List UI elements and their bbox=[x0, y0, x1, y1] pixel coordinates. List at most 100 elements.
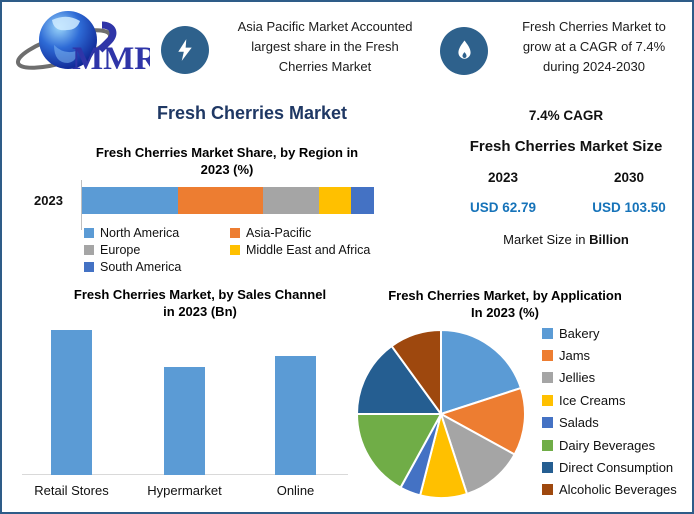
pie-slice-bakery bbox=[440, 329, 522, 415]
application-legend-item-alcoholic-beverages: Alcoholic Beverages bbox=[542, 479, 677, 501]
chart-title-line: Fresh Cherries Market, by Application bbox=[388, 288, 622, 303]
application-legend-item-dairy-beverages: Dairy Beverages bbox=[542, 434, 677, 456]
chart-title-line: Fresh Cherries Market Share, by Region i… bbox=[95, 145, 359, 160]
legend-label: Jellies bbox=[559, 370, 596, 386]
logo-text: MMR bbox=[72, 41, 150, 77]
legend-swatch bbox=[84, 262, 94, 272]
mmr-logo: MMR bbox=[15, 11, 150, 77]
chart-title-line: In 2023 (%) bbox=[471, 305, 539, 320]
sales-category-label: Retail Stores bbox=[34, 483, 109, 498]
callout-line: largest share in the Fresh bbox=[251, 39, 399, 54]
year-end: 2030 bbox=[613, 170, 645, 185]
unit-prefix: Market Size in bbox=[503, 232, 590, 247]
legend-label: Ice Creams bbox=[559, 392, 626, 408]
sales-plot bbox=[20, 286, 350, 476]
region-axis-line bbox=[81, 180, 82, 230]
cagr-value: 7.4% CAGR bbox=[528, 108, 604, 123]
legend-swatch bbox=[542, 439, 553, 451]
legend-label: Bakery bbox=[559, 325, 600, 341]
legend-swatch bbox=[542, 372, 553, 384]
legend-label: Jams bbox=[559, 348, 591, 364]
region-legend-item-asia-pacific: Asia-Pacific bbox=[230, 226, 370, 240]
application-legend-item-ice-creams: Ice Creams bbox=[542, 389, 677, 411]
unit-bold: Billion bbox=[589, 232, 629, 247]
chart-title-line: in 2023 (Bn) bbox=[163, 304, 237, 319]
pie-slice-alcoholic-beverages bbox=[390, 329, 442, 415]
legend-swatch bbox=[84, 228, 94, 238]
callout-line: during 2024-2030 bbox=[543, 59, 645, 74]
chart-title-line: Fresh Cherries Market, by Sales Channel bbox=[73, 287, 327, 302]
legend-swatch bbox=[542, 350, 553, 362]
legend-label: Salads bbox=[559, 415, 599, 431]
application-pie-chart: Fresh Cherries Market, by Application In… bbox=[352, 285, 692, 512]
application-legend-item-jams: Jams bbox=[542, 344, 677, 366]
flame-icon bbox=[457, 39, 471, 59]
application-legend-item-direct-consumption: Direct Consumption bbox=[542, 456, 677, 478]
region-legend-item-south-america: South America bbox=[84, 260, 230, 274]
region-legend-item-middle-east-and-africa: Middle East and Africa bbox=[230, 243, 370, 257]
legend-swatch bbox=[542, 394, 553, 406]
legend-label: South America bbox=[100, 260, 182, 274]
legend-label: Europe bbox=[100, 243, 141, 257]
chart-title-line: 2023 (%) bbox=[200, 162, 254, 177]
sales-bar-retail-stores bbox=[51, 330, 92, 475]
header-callout-asia-pacific: Asia Pacific Market Accounted largest sh… bbox=[212, 17, 438, 77]
callout-line: Fresh Cherries Market to bbox=[522, 19, 666, 34]
legend-swatch bbox=[542, 417, 553, 429]
region-legend-item-europe: Europe bbox=[84, 243, 230, 257]
legend-label: Middle East and Africa bbox=[246, 243, 371, 257]
lightning-badge bbox=[161, 26, 209, 74]
application-legend: Bakery Jams Jellies Ice Creams Salads Dairy B… bbox=[542, 322, 677, 501]
sales-labels: Retail Stores Hypermarket Online bbox=[20, 483, 350, 503]
region-stacked-bar bbox=[82, 187, 375, 214]
legend-label: North America bbox=[100, 226, 180, 240]
legend-swatch bbox=[84, 245, 94, 255]
region-segment-north-america bbox=[82, 187, 179, 214]
sales-category-label: Hypermarket bbox=[147, 483, 222, 498]
lightning-icon bbox=[178, 39, 192, 61]
callout-line: Cherries Market bbox=[278, 59, 372, 74]
region-category-label: 2023 bbox=[34, 193, 63, 208]
application-legend-item-bakery: Bakery bbox=[542, 322, 677, 344]
market-value-end: USD 103.50 bbox=[592, 200, 666, 215]
sales-bar-hypermarket bbox=[164, 367, 205, 475]
globe-icon bbox=[15, 11, 117, 70]
flame-badge bbox=[440, 27, 488, 75]
pie-slice-direct-consumption bbox=[356, 345, 442, 415]
callout-line: Asia Pacific Market Accounted bbox=[237, 19, 413, 34]
pie-chart-title: Fresh Cherries Market, by Application In… bbox=[360, 287, 650, 321]
legend-swatch bbox=[542, 484, 553, 496]
header-callout-cagr: Fresh Cherries Market to grow at a CAGR … bbox=[494, 17, 692, 77]
legend-label: Asia-Pacific bbox=[246, 226, 312, 240]
legend-swatch bbox=[542, 327, 553, 339]
pie-slice-jams bbox=[440, 387, 526, 456]
application-pie bbox=[356, 329, 526, 499]
region-legend-item-north-america: North America bbox=[84, 226, 230, 240]
legend-swatch bbox=[230, 228, 240, 238]
unit-note: Market Size in Billion bbox=[440, 232, 692, 247]
market-size-title: Fresh Cherries Market Size bbox=[469, 138, 663, 155]
region-segment-europe bbox=[263, 187, 319, 214]
sales-chart-title: Fresh Cherries Market, by Sales Channel … bbox=[40, 286, 360, 320]
region-segment-middle-east-and-africa bbox=[318, 187, 351, 214]
region-segment-south-america bbox=[350, 187, 375, 214]
callout-line: grow at a CAGR of 7.4% bbox=[522, 39, 666, 54]
sales-channel-chart: Fresh Cherries Market, by Sales Channel … bbox=[20, 286, 350, 512]
legend-label: Direct Consumption bbox=[559, 460, 674, 476]
pie-slice-dairy-beverages bbox=[356, 413, 442, 489]
legend-label: Alcoholic Beverages bbox=[559, 482, 677, 498]
application-legend-item-salads: Salads bbox=[542, 412, 677, 434]
market-size-panel: 7.4% CAGR Fresh Cherries Market Size 202… bbox=[440, 102, 692, 247]
pie-slice-jellies bbox=[440, 413, 516, 495]
sales-category-label: Online bbox=[276, 483, 315, 498]
legend-swatch bbox=[230, 245, 240, 255]
legend-swatch bbox=[542, 462, 553, 474]
region-legend: North America Asia-Pacific Europe Middle Ea… bbox=[84, 226, 370, 274]
region-share-chart: Fresh Cherries Market Share, by Region i… bbox=[22, 144, 432, 284]
region-segment-asia-pacific bbox=[178, 187, 264, 214]
market-value-start: USD 62.79 bbox=[469, 200, 537, 215]
application-legend-item-jellies: Jellies bbox=[542, 367, 677, 389]
region-chart-title: Fresh Cherries Market Share, by Region i… bbox=[22, 144, 432, 178]
year-start: 2023 bbox=[487, 170, 519, 185]
